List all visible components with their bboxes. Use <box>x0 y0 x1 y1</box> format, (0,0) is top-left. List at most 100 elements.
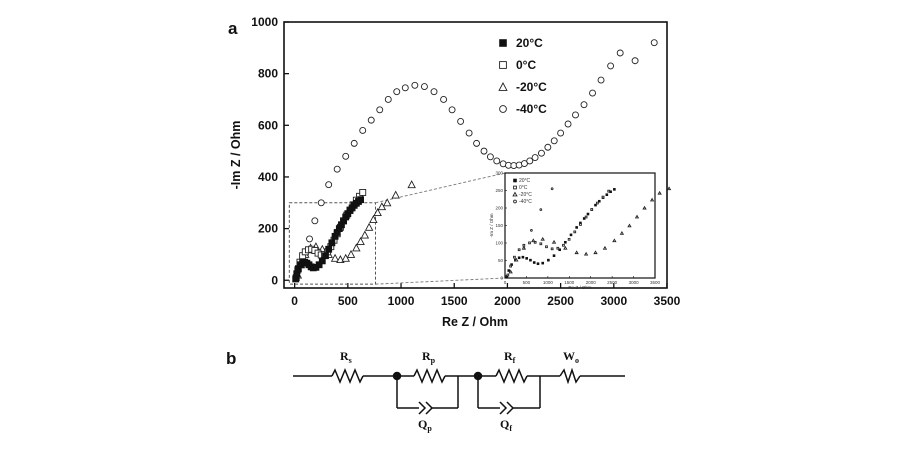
legend-marker <box>499 105 507 113</box>
inset-data-point <box>567 237 571 241</box>
y-tick-label: 800 <box>258 67 278 81</box>
series-1 <box>292 196 365 283</box>
circuit-label-rp: Rp <box>422 349 436 365</box>
inset-data-point <box>642 205 647 210</box>
resistor-rs <box>331 368 364 384</box>
equivalent-circuit <box>293 367 625 415</box>
inset-data-point <box>579 223 582 226</box>
y-tick-label: 600 <box>258 118 278 132</box>
circuit-subscript: o <box>575 356 579 365</box>
inset-series-3 <box>508 186 672 274</box>
inset-data-point <box>532 261 536 264</box>
data-point <box>360 230 370 239</box>
zoom-connector <box>375 277 506 285</box>
circuit-subscript: s <box>349 356 352 365</box>
cpe-qp <box>425 401 434 415</box>
inset-data-point <box>545 245 548 249</box>
inset-data-point <box>582 217 586 220</box>
inset-data-point <box>575 226 578 229</box>
inset-series-2 <box>506 189 611 277</box>
inset-data-point <box>552 254 556 257</box>
circuit-label-rs: Rs <box>340 349 352 365</box>
inset-x-tick-label: 2000 <box>586 280 597 285</box>
inset-data-point <box>593 250 598 255</box>
inset-data-point <box>649 197 655 202</box>
inset-legend-label: -20°C <box>519 192 532 198</box>
inset-data-point <box>514 257 519 262</box>
data-point <box>526 157 534 165</box>
data-point <box>325 181 333 189</box>
inset-y-tick-label: 50 <box>498 258 504 263</box>
data-point <box>557 129 565 137</box>
data-point <box>531 154 539 162</box>
data-point <box>325 245 333 253</box>
x-tick-label: 3500 <box>654 294 681 308</box>
data-point <box>376 106 384 114</box>
data-point <box>317 199 325 207</box>
inset-data-point <box>539 208 543 211</box>
inset-y-tick-label: 150 <box>495 223 503 228</box>
main-chart: 0 500 1000 1500 2000 2500 3000 3500 02004006008… <box>229 15 681 329</box>
inset-data-point <box>508 269 513 274</box>
circuit-subscript: f <box>513 356 516 365</box>
legend-label: 20°C <box>516 36 543 50</box>
data-point <box>440 96 448 103</box>
inset-legend-marker <box>513 199 517 204</box>
data-point <box>538 149 545 157</box>
data-point <box>473 139 481 147</box>
inset-data-point <box>627 223 632 228</box>
circuit-label-w: Wo <box>563 349 579 365</box>
inset-data-point <box>531 238 536 243</box>
inset-data-point <box>525 257 528 260</box>
cpe-qf <box>506 401 515 415</box>
data-point <box>580 101 588 109</box>
inset-legend-label: 0°C <box>519 185 528 191</box>
inset-x-tick-label: 3500 <box>650 280 661 285</box>
inset-data-point <box>601 195 605 199</box>
inset-series-4 <box>522 187 554 250</box>
inset-data-point <box>597 199 601 203</box>
inset-x-title: Re Z / Ohm <box>568 285 592 290</box>
inset-data-point <box>522 246 526 250</box>
data-point <box>356 236 365 245</box>
x-tick-label: 3000 <box>600 294 627 308</box>
inset-data-point <box>634 214 640 219</box>
inset-data-point <box>506 273 510 277</box>
data-point <box>377 202 387 211</box>
data-point <box>342 152 350 160</box>
inset-x-tick-label: 1500 <box>564 280 575 285</box>
inset-legend-marker <box>513 178 517 183</box>
circuit-label-rf: Rf <box>504 349 516 365</box>
circuit-labels: Rs Rp Rf Wo Qp Qf <box>340 349 579 433</box>
circuit-subscript: p <box>427 424 432 433</box>
data-point <box>607 62 615 70</box>
data-point <box>401 84 409 92</box>
inset-data-point <box>529 258 532 262</box>
plot-frame <box>283 21 668 289</box>
inset-data-point <box>533 240 537 244</box>
inset-y-tick-label: 250 <box>495 188 503 193</box>
data-point <box>333 165 341 173</box>
inset-data-point <box>540 236 545 241</box>
data-point <box>448 106 456 114</box>
inset-x-tick-label: 3000 <box>629 280 640 285</box>
inset-data-point <box>562 243 565 247</box>
x-tick-label: 1000 <box>388 294 415 308</box>
data-point <box>346 249 356 258</box>
data-point <box>352 243 361 252</box>
inset-data-point <box>536 262 540 266</box>
inset-data-point <box>547 258 550 262</box>
circuit-label-qp: Qp <box>418 417 432 433</box>
legend-marker <box>499 61 507 69</box>
inset-data-point <box>590 208 594 211</box>
data-point <box>430 88 438 96</box>
inset-data-point <box>507 269 511 272</box>
inset-data-point <box>517 256 521 260</box>
y-tick-label: 1000 <box>251 15 278 29</box>
inset-data-point <box>563 245 568 250</box>
legend: 20°C 0°C -20°C -40°C <box>498 36 547 116</box>
inset-data-point <box>541 261 545 265</box>
data-point <box>341 253 350 262</box>
inset-data-point <box>564 240 567 244</box>
